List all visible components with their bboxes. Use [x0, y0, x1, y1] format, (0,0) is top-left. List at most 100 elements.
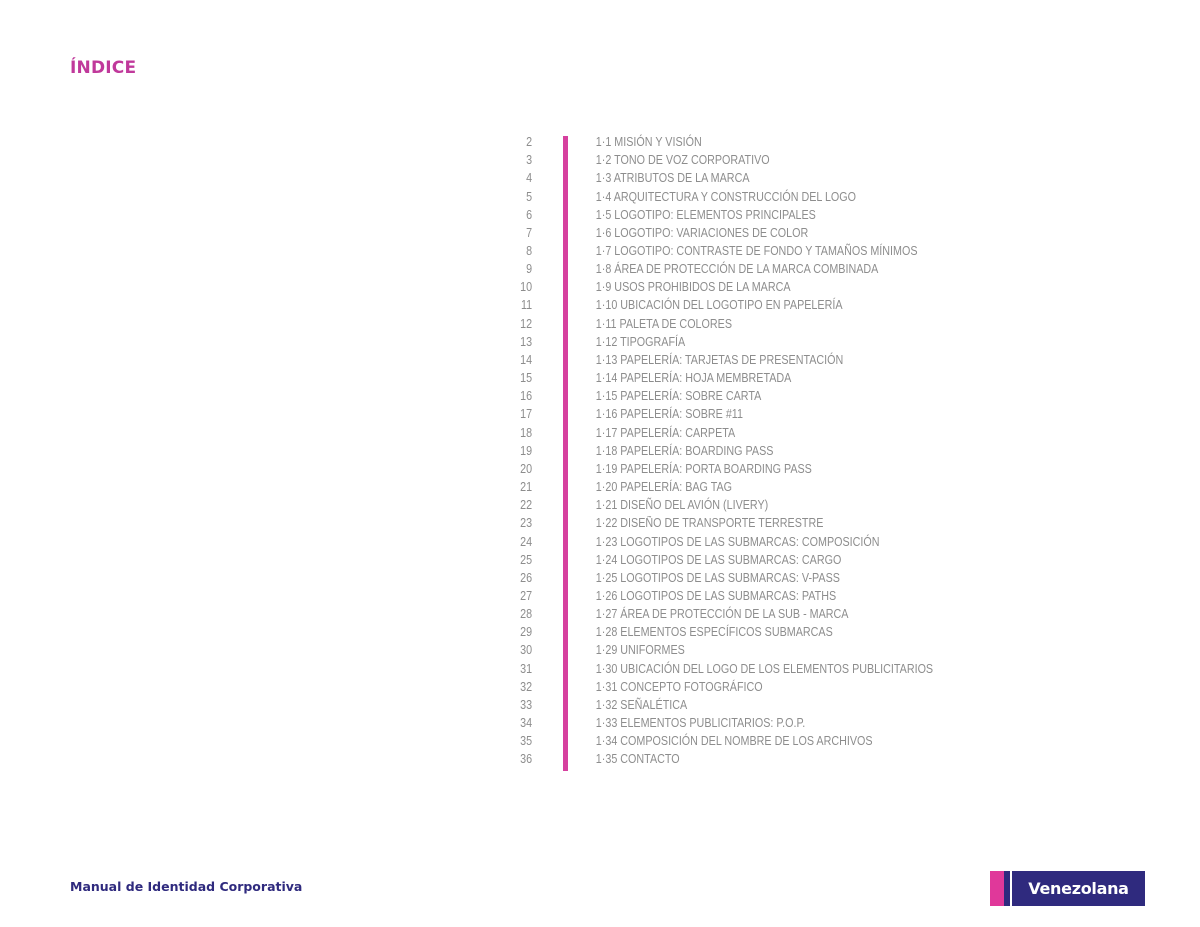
- toc-page-number: 19: [520, 443, 533, 458]
- toc-entry[interactable]: 26 1·25 LOGOTIPOS DE LAS SUBMARCAS: V-PAS…: [490, 569, 937, 587]
- toc-entry-label: 1·1 MISIÓN Y VISIÓN: [595, 135, 702, 150]
- toc-entry-label: 1·24 LOGOTIPOS DE LAS SUBMARCAS: CARGO: [595, 552, 842, 567]
- toc-entry-label: 1·3 ATRIBUTOS DE LA MARCA: [595, 171, 750, 186]
- toc-entry[interactable]: 3 1·2 TONO DE VOZ CORPORATIVO: [490, 151, 937, 169]
- toc-entry-label: 1·9 USOS PROHIBIDOS DE LA MARCA: [595, 280, 791, 295]
- toc-page-number: 29: [520, 625, 533, 640]
- toc-page-number: 25: [520, 552, 533, 567]
- toc-entry[interactable]: 4 1·3 ATRIBUTOS DE LA MARCA: [490, 169, 937, 187]
- toc-entry-label: 1·26 LOGOTIPOS DE LAS SUBMARCAS: PATHS: [595, 588, 837, 603]
- toc-entry[interactable]: 30 1·29 UNIFORMES: [490, 641, 937, 659]
- logo-wordmark: Venezolana: [1012, 871, 1145, 906]
- toc-divider-bar: [563, 136, 568, 771]
- toc-entry[interactable]: 34 1·33 ELEMENTOS PUBLICITARIOS: P.O.P.: [490, 714, 937, 732]
- toc-entry-label: 1·13 PAPELERÍA: TARJETAS DE PRESENTACIÓN: [595, 352, 844, 367]
- toc-entry-label: 1·10 UBICACIÓN DEL LOGOTIPO EN PAPELERÍA: [595, 298, 843, 313]
- toc-entry-label: 1·25 LOGOTIPOS DE LAS SUBMARCAS: V-PASS: [595, 570, 840, 585]
- toc-page-number: 16: [520, 389, 533, 404]
- toc-page-number: 17: [520, 407, 533, 422]
- toc-entry-label: 1·31 CONCEPTO FOTOGRÁFICO: [595, 679, 763, 694]
- toc-entry[interactable]: 10 1·9 USOS PROHIBIDOS DE LA MARCA: [490, 278, 937, 296]
- toc-page-number: 22: [520, 498, 533, 513]
- toc-page-number: 8: [526, 244, 533, 259]
- toc-entry[interactable]: 21 1·20 PAPELERÍA: BAG TAG: [490, 478, 937, 496]
- toc-entry-label: 1·28 ELEMENTOS ESPECÍFICOS SUBMARCAS: [595, 625, 833, 640]
- toc-entry[interactable]: 19 1·18 PAPELERÍA: BOARDING PASS: [490, 442, 937, 460]
- footer-text: Manual de Identidad Corporativa: [70, 879, 303, 894]
- toc-entry[interactable]: 15 1·14 PAPELERÍA: HOJA MEMBRETADA: [490, 369, 937, 387]
- toc-entry-label: 1·7 LOGOTIPO: CONTRASTE DE FONDO Y TAMAÑ…: [595, 244, 918, 259]
- toc-entry-label: 1·18 PAPELERÍA: BOARDING PASS: [595, 443, 774, 458]
- toc-entry[interactable]: 14 1·13 PAPELERÍA: TARJETAS DE PRESENTACI…: [490, 351, 937, 369]
- toc-entry[interactable]: 25 1·24 LOGOTIPOS DE LAS SUBMARCAS: CARGO: [490, 551, 937, 569]
- toc-entry[interactable]: 24 1·23 LOGOTIPOS DE LAS SUBMARCAS: COMPO…: [490, 532, 937, 550]
- toc-page-number: 27: [520, 588, 533, 603]
- toc-page-number: 12: [520, 316, 533, 331]
- toc-entry-label: 1·12 TIPOGRAFÍA: [595, 334, 686, 349]
- toc-entry[interactable]: 13 1·12 TIPOGRAFÍA: [490, 333, 937, 351]
- toc-page-number: 36: [520, 752, 533, 767]
- toc-entry-label: 1·19 PAPELERÍA: PORTA BOARDING PASS: [595, 461, 812, 476]
- toc-entry[interactable]: 28 1·27 ÁREA DE PROTECCIÓN DE LA SUB - MA…: [490, 605, 937, 623]
- toc-entry[interactable]: 23 1·22 DISEÑO DE TRANSPORTE TERRESTRE: [490, 514, 937, 532]
- toc-entry-label: 1·29 UNIFORMES: [595, 643, 685, 658]
- toc-entry[interactable]: 36 1·35 CONTACTO: [490, 750, 937, 768]
- toc-entry-label: 1·23 LOGOTIPOS DE LAS SUBMARCAS: COMPOSI…: [595, 534, 880, 549]
- toc-entry-label: 1·17 PAPELERÍA: CARPETA: [595, 425, 736, 440]
- toc-page-number: 24: [520, 534, 533, 549]
- toc-entry[interactable]: 29 1·28 ELEMENTOS ESPECÍFICOS SUBMARCAS: [490, 623, 937, 641]
- toc-entry[interactable]: 16 1·15 PAPELERÍA: SOBRE CARTA: [490, 387, 937, 405]
- toc-entry[interactable]: 18 1·17 PAPELERÍA: CARPETA: [490, 424, 937, 442]
- toc-page-number: 7: [526, 225, 533, 240]
- toc-page-number: 23: [520, 516, 533, 531]
- toc-page-number: 14: [520, 352, 533, 367]
- toc-page-number: 20: [520, 461, 533, 476]
- toc-entry[interactable]: 31 1·30 UBICACIÓN DEL LOGO DE LOS ELEMENT…: [490, 660, 937, 678]
- toc-page-number: 4: [526, 171, 533, 186]
- toc-entry-label: 1·14 PAPELERÍA: HOJA MEMBRETADA: [595, 371, 792, 386]
- toc-entry-label: 1·33 ELEMENTOS PUBLICITARIOS: P.O.P.: [595, 716, 806, 731]
- toc-page-number: 9: [526, 262, 533, 277]
- toc-page-number: 3: [526, 153, 533, 168]
- toc-entry-label: 1·27 ÁREA DE PROTECCIÓN DE LA SUB - MARC…: [595, 607, 849, 622]
- toc-entry[interactable]: 32 1·31 CONCEPTO FOTOGRÁFICO: [490, 678, 937, 696]
- toc-entry[interactable]: 5 1·4 ARQUITECTURA Y CONSTRUCCIÓN DEL LOG…: [490, 187, 937, 205]
- toc-entry[interactable]: 20 1·19 PAPELERÍA: PORTA BOARDING PASS: [490, 460, 937, 478]
- toc-entry[interactable]: 2 1·1 MISIÓN Y VISIÓN: [490, 133, 937, 151]
- toc-entry-label: 1·6 LOGOTIPO: VARIACIONES DE COLOR: [595, 225, 809, 240]
- toc-page-number: 2: [526, 135, 533, 150]
- toc-entry[interactable]: 33 1·32 SEÑALÉTICA: [490, 696, 937, 714]
- toc-entry[interactable]: 17 1·16 PAPELERÍA: SOBRE #11: [490, 405, 937, 423]
- toc-page-number: 18: [520, 425, 533, 440]
- toc-page-number: 31: [520, 661, 533, 676]
- toc-entry[interactable]: 22 1·21 DISEÑO DEL AVIÓN (LIVERY): [490, 496, 937, 514]
- toc-entry-label: 1·2 TONO DE VOZ CORPORATIVO: [595, 153, 770, 168]
- venezolana-logo: Venezolana: [990, 871, 1145, 906]
- toc-entry[interactable]: 8 1·7 LOGOTIPO: CONTRASTE DE FONDO Y TAMA…: [490, 242, 937, 260]
- page-title: ÍNDICE: [70, 58, 137, 78]
- toc-page-number: 6: [526, 207, 533, 222]
- toc-page-number: 11: [520, 298, 533, 313]
- toc-entry-label: 1·32 SEÑALÉTICA: [595, 697, 688, 712]
- toc-entry-label: 1·34 COMPOSICIÓN DEL NOMBRE DE LOS ARCHI…: [595, 734, 873, 749]
- table-of-contents: 2 1·1 MISIÓN Y VISIÓN 3 1·2 TONO DE VOZ COR…: [490, 133, 1010, 768]
- toc-page-number: 10: [520, 280, 533, 295]
- toc-entry[interactable]: 6 1·5 LOGOTIPO: ELEMENTOS PRINCIPALES: [490, 206, 937, 224]
- toc-entry-label: 1·21 DISEÑO DEL AVIÓN (LIVERY): [595, 498, 769, 513]
- toc-entry[interactable]: 27 1·26 LOGOTIPOS DE LAS SUBMARCAS: PATHS: [490, 587, 937, 605]
- toc-entry-label: 1·4 ARQUITECTURA Y CONSTRUCCIÓN DEL LOGO: [595, 189, 857, 204]
- toc-entry[interactable]: 7 1·6 LOGOTIPO: VARIACIONES DE COLOR: [490, 224, 937, 242]
- toc-entry[interactable]: 35 1·34 COMPOSICIÓN DEL NOMBRE DE LOS ARC…: [490, 732, 937, 750]
- toc-entry-label: 1·15 PAPELERÍA: SOBRE CARTA: [595, 389, 762, 404]
- toc-page-number: 30: [520, 643, 533, 658]
- toc-page-number: 35: [520, 734, 533, 749]
- logo-mark-icon: [990, 871, 1010, 906]
- toc-entry-label: 1·11 PALETA DE COLORES: [595, 316, 733, 331]
- toc-entry-label: 1·20 PAPELERÍA: BAG TAG: [595, 480, 733, 495]
- toc-entry[interactable]: 9 1·8 ÁREA DE PROTECCIÓN DE LA MARCA COMB…: [490, 260, 937, 278]
- toc-entry-label: 1·35 CONTACTO: [595, 752, 680, 767]
- toc-entry[interactable]: 11 1·10 UBICACIÓN DEL LOGOTIPO EN PAPELER…: [490, 296, 937, 314]
- toc-page-number: 13: [520, 334, 533, 349]
- toc-page-number: 32: [520, 679, 533, 694]
- toc-entry[interactable]: 12 1·11 PALETA DE COLORES: [490, 315, 937, 333]
